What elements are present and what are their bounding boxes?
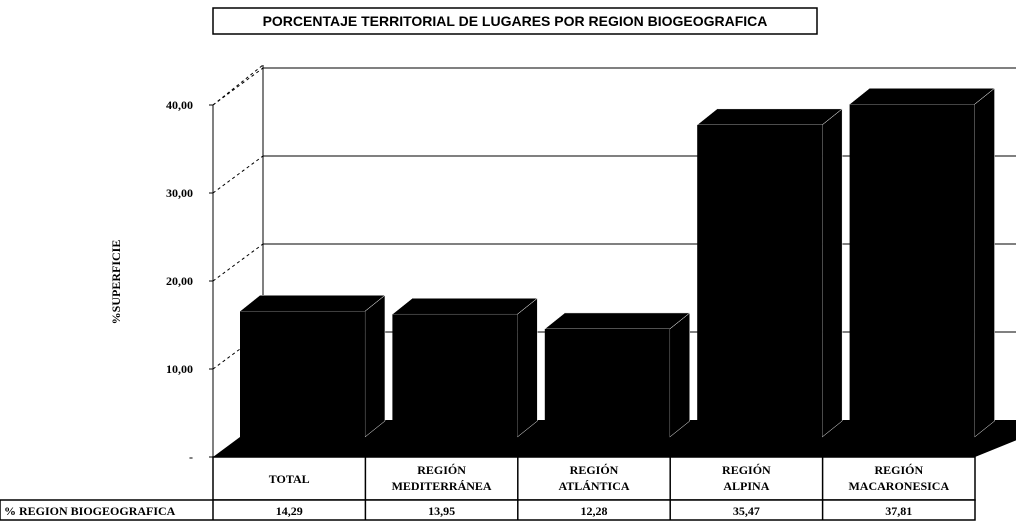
y-tick-label: - (189, 450, 193, 464)
x-tick-label: ALPINA (723, 479, 769, 493)
bar (240, 311, 365, 437)
bar-side (517, 297, 538, 438)
chart-title: PORCENTAJE TERRITORIAL DE LUGARES POR RE… (263, 13, 768, 29)
legend-entry: % REGION BIOGEOGRAFICA (4, 504, 176, 518)
bar-top (391, 297, 539, 315)
value-label: 14,29 (276, 504, 303, 518)
bar (849, 104, 975, 437)
y-tick-label: 30,00 (166, 186, 193, 200)
x-tick-label: REGIÓN (570, 463, 619, 477)
left-wall-top (212, 64, 264, 106)
bar-side (974, 87, 995, 438)
grid-diagonal (212, 155, 264, 194)
value-label: 35,47 (733, 504, 760, 518)
bar-side (669, 312, 691, 438)
bar-top (848, 88, 996, 105)
x-tick-label: REGIÓN (722, 463, 771, 477)
x-tick-label: REGIÓN (874, 463, 923, 477)
grid-diagonal (212, 331, 264, 370)
x-tick-label: TOTAL (269, 472, 310, 486)
bar-side (364, 294, 386, 438)
grid-diagonal (212, 243, 264, 282)
x-tick-label: ATLÁNTICA (558, 479, 629, 493)
grid-diagonal (212, 67, 264, 106)
value-label: 37,81 (885, 504, 912, 518)
bar (697, 124, 823, 437)
title-box (212, 7, 818, 35)
value-label: 13,95 (428, 504, 455, 518)
x-tick-label: MACARONESICA (848, 479, 949, 493)
x-tick-label: MEDITERRÁNEA (392, 479, 492, 493)
y-tick-label: 10,00 (166, 362, 193, 376)
bar-top (239, 294, 386, 312)
y-tick-label: 20,00 (166, 274, 193, 288)
y-axis-label: %SUPERFICIE (109, 240, 123, 325)
x-tick-label: REGIÓN (417, 463, 466, 477)
bar-top (696, 108, 843, 126)
y-tick-label: 40,00 (166, 98, 193, 112)
bar-top (544, 312, 691, 330)
value-label: 12,28 (581, 504, 608, 518)
bar (392, 314, 518, 437)
data-table: % REGION BIOGEOGRAFICA TOTAL 14,29 REGIÓN ME… (0, 456, 976, 521)
bar-side (821, 108, 843, 438)
table-data-row (0, 499, 976, 521)
bar (544, 328, 670, 437)
